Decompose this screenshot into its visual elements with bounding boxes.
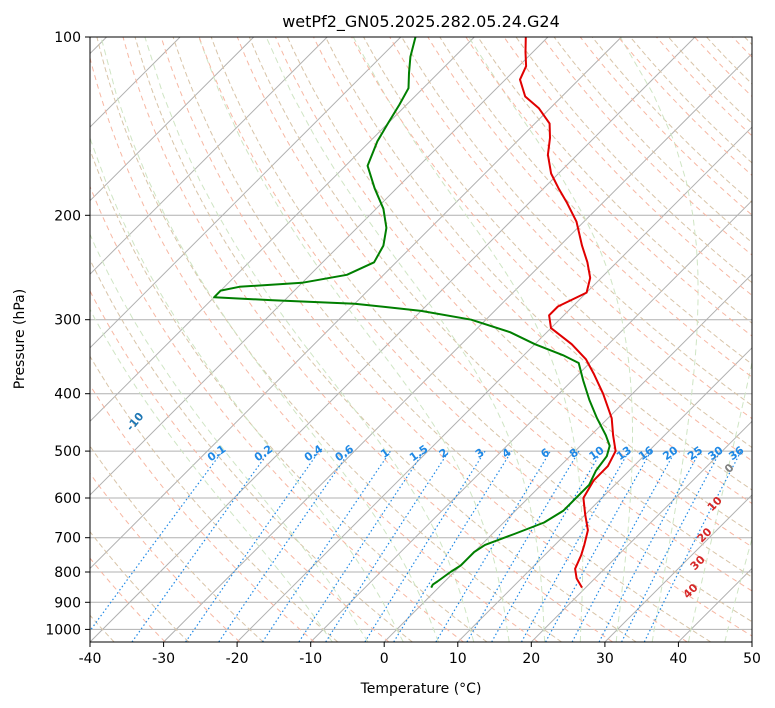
y-tick-label: 400: [54, 387, 81, 403]
isotherm: [90, 37, 402, 349]
mixing-ratio-line: [218, 450, 351, 642]
mixing-ratio-line: [261, 450, 391, 642]
theta-e-line: [351, 37, 752, 462]
y-tick-label: 200: [54, 208, 81, 224]
theta-e-line: [198, 37, 752, 637]
dry-adiabat: [591, 37, 752, 204]
data-series: [213, 37, 617, 589]
y-tick-label: 600: [54, 491, 81, 507]
chart-title: wetPf2_GN05.2025.282.05.24.G24: [282, 12, 560, 32]
dry-adiabat: [248, 37, 752, 578]
theta-e-line: [90, 185, 464, 642]
mixing-ratio-line: [643, 450, 742, 642]
mixing-ratio-line: [298, 450, 425, 642]
dry-adiabat: [477, 37, 752, 324]
x-tick-label: -30: [152, 651, 175, 667]
theta-e-line: [503, 37, 752, 296]
x-tick-label: 50: [743, 651, 761, 667]
theta-e-line: [90, 472, 241, 642]
theta-e-line: [236, 37, 752, 592]
theta-e-line: [90, 289, 390, 642]
dry-adiabat: [325, 37, 752, 491]
x-axis-title: Temperature (°C): [360, 681, 482, 697]
isotherm: [530, 420, 752, 642]
dry-adiabat: [439, 37, 752, 365]
mixing-ratio-line: [571, 450, 676, 642]
theta-e-line: [617, 37, 752, 177]
isotherm: [90, 37, 475, 423]
x-tick-label: 20: [522, 651, 540, 667]
y-tick-label: 500: [54, 444, 81, 460]
x-tick-label: 0: [380, 651, 389, 667]
dry-adiabat: [401, 37, 752, 407]
mixing-ratio-line: [131, 450, 270, 642]
dry-adiabat: [363, 37, 752, 449]
y-tick-label: 900: [54, 595, 81, 611]
isotherm: [383, 273, 752, 642]
isotherm: [90, 37, 255, 202]
theta-e-line: [160, 37, 688, 642]
mixing-ratio-line: [545, 450, 652, 642]
mixing-ratio-line: [520, 450, 630, 642]
dry-adiabat: [90, 148, 488, 642]
moist-adiabat: [352, 37, 584, 642]
y-tick-label: 300: [54, 313, 81, 329]
moist-adiabat: [144, 37, 475, 642]
theta-e-line: [313, 37, 752, 505]
dry-adiabat: [286, 37, 752, 534]
axes: -40 -30 -20 -10 0 10 20 30 40 50 100 200 300 400 500 60…: [45, 30, 761, 667]
theta-e-line: [541, 37, 752, 256]
isotherm: [90, 37, 622, 570]
dewpoint-line: [213, 37, 611, 589]
moist-adiabat: [619, 37, 699, 642]
mixing-ratio-line: [90, 450, 223, 632]
y-axis-title: Pressure (hPa): [12, 289, 28, 389]
dry-adiabat: [90, 530, 190, 642]
theta-e-line: [90, 55, 539, 642]
y-tick-label: 800: [54, 565, 81, 581]
temperature-line: [519, 37, 617, 589]
theta-e-line: [90, 384, 315, 642]
isotherm: [90, 37, 328, 275]
moist-adiabat: [198, 37, 510, 642]
theta-e-line: [122, 37, 613, 642]
x-tick-label: -10: [299, 651, 322, 667]
isotherm: [236, 126, 752, 642]
mixing-ratio-line: [325, 450, 450, 642]
x-tick-label: -40: [79, 651, 102, 667]
moist-adiabat: [688, 360, 752, 642]
dry-adiabat: [90, 355, 339, 642]
isotherm: [457, 347, 752, 642]
moist-adiabat: [468, 37, 633, 642]
moist-adiabat: [265, 37, 546, 642]
dry-adiabat: [210, 37, 752, 623]
y-tick-label: 1000: [45, 622, 81, 638]
isotherm: [163, 52, 752, 642]
moist-adiabat: [100, 37, 439, 642]
dry-adiabat: [515, 37, 752, 284]
x-tick-label: 10: [449, 651, 467, 667]
mixing-ratio-line: [185, 450, 320, 642]
plot-background: [90, 37, 752, 642]
theta-e-line: [579, 37, 752, 216]
isotherm: [604, 494, 752, 642]
moist-adiabat: [90, 135, 404, 642]
y-tick-label: 700: [54, 531, 81, 547]
moist-adiabat: [90, 233, 369, 642]
x-tick-label: -20: [226, 651, 249, 667]
isotherm: [90, 37, 696, 642]
isotherm: [90, 37, 549, 496]
y-tick-label: 100: [54, 30, 81, 46]
mixing-ratio-line: [393, 450, 513, 642]
x-tick-label: 30: [596, 651, 614, 667]
dry-adiabat: [172, 37, 712, 642]
plot-frame: [89, 36, 753, 643]
x-tick-label: 40: [669, 651, 687, 667]
background-lines: [90, 37, 752, 642]
